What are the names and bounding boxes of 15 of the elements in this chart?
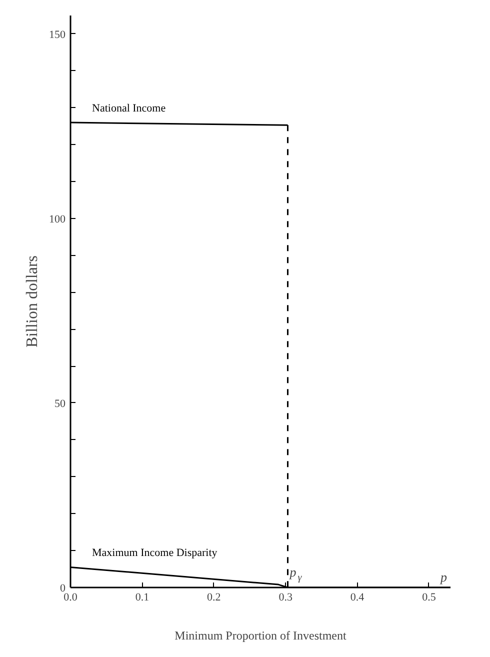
series-label: Maximum Income Disparity bbox=[92, 547, 218, 560]
x-tick-label: 0.1 bbox=[135, 592, 150, 604]
x-tick-label: 0.5 bbox=[422, 592, 436, 604]
y-tick-label: 0 bbox=[60, 582, 66, 594]
y-axis-title: Billion dollars bbox=[24, 256, 41, 348]
x-axis-title: Minimum Proportion of Investment bbox=[174, 628, 347, 642]
x-tick-label: 0.4 bbox=[350, 592, 365, 604]
y-tick-label: 50 bbox=[54, 398, 66, 410]
annotation: p bbox=[440, 570, 448, 584]
x-tick-label: 0.0 bbox=[64, 592, 78, 604]
y-tick-label: 150 bbox=[49, 28, 66, 41]
series-label: National Income bbox=[92, 102, 166, 115]
y-tick-label: 100 bbox=[49, 213, 66, 226]
x-tick-label: 0.2 bbox=[207, 592, 221, 604]
x-tick-label: 0.3 bbox=[278, 592, 293, 604]
